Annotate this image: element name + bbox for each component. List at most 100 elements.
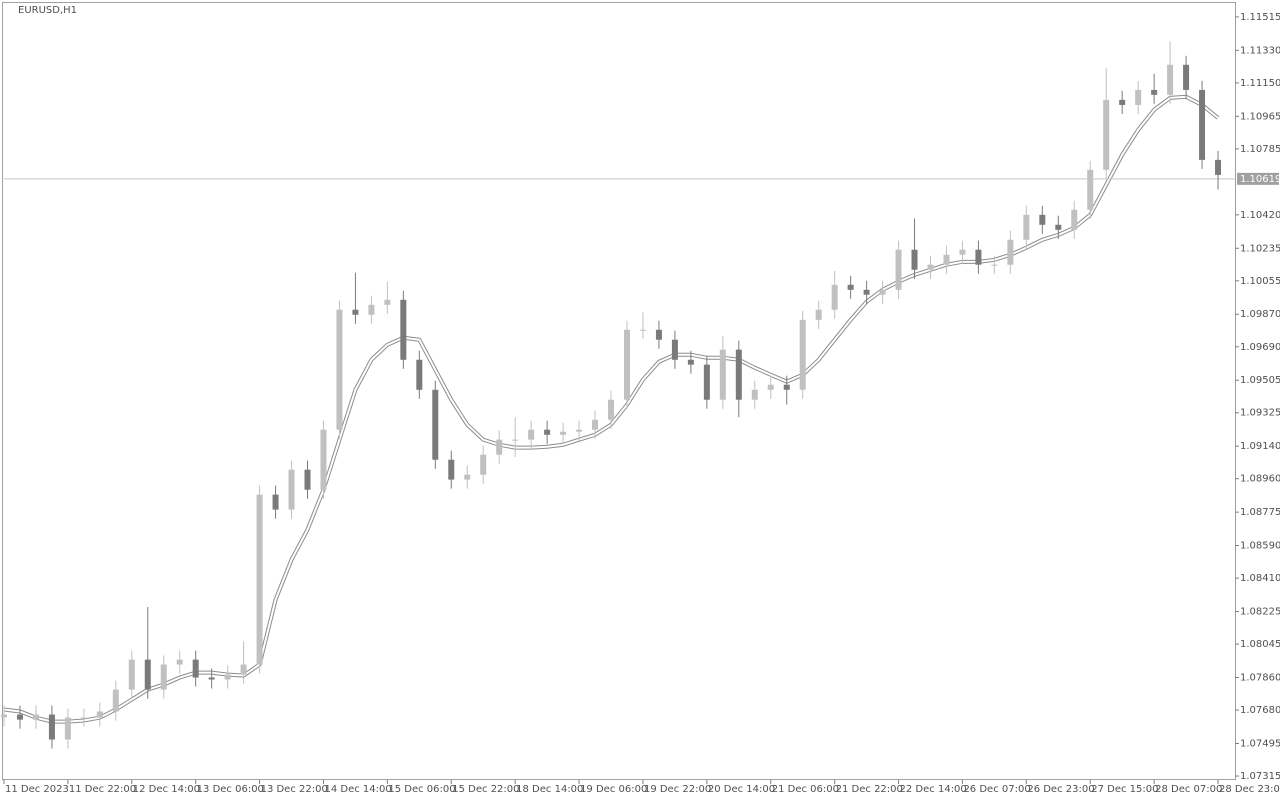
last-price-label: 1.10619 [1240, 174, 1280, 185]
candle-body [608, 399, 615, 420]
candle-body [288, 469, 295, 510]
plot-frame [2, 2, 1236, 780]
candle-body [703, 364, 710, 400]
candle-body [831, 284, 838, 310]
x-tick-label: 28 Dec 23:00 [1219, 784, 1280, 795]
candle-body [767, 384, 774, 390]
candle-body [432, 389, 439, 460]
candle-body [512, 439, 519, 441]
x-tick-label: 18 Dec 14:00 [516, 784, 583, 795]
candle-body [1167, 64, 1174, 95]
candle-body [272, 494, 279, 510]
candle-body [1055, 224, 1062, 230]
x-tick-label: 22 Dec 14:00 [900, 784, 967, 795]
candle-body [256, 494, 263, 665]
candle-body [304, 469, 311, 490]
x-tick-label: 19 Dec 22:00 [644, 784, 711, 795]
x-tick-label: 15 Dec 22:00 [452, 784, 519, 795]
candle-body [352, 309, 359, 315]
x-tick-label: 11 Dec 2023 [5, 784, 69, 795]
y-tick-label: 1.09870 [1240, 309, 1280, 320]
candle-body [847, 284, 854, 290]
candle-body [592, 419, 599, 430]
candle-body [128, 659, 135, 690]
candle-body [544, 429, 551, 435]
candle-body [1215, 159, 1222, 175]
candle-body [751, 389, 758, 400]
x-tick-label: 13 Dec 06:00 [197, 784, 264, 795]
y-tick-label: 1.11150 [1240, 78, 1280, 89]
candle-body [464, 474, 471, 480]
candle-body [0, 714, 7, 718]
y-tick-label: 1.09690 [1240, 342, 1280, 353]
candle-body [64, 717, 71, 740]
candle-body [480, 454, 487, 475]
candle-body [783, 384, 790, 390]
y-tick-label: 1.07315 [1240, 771, 1280, 782]
candle-body [687, 359, 694, 365]
candle-body [943, 254, 950, 265]
x-tick-label: 26 Dec 23:00 [1027, 784, 1094, 795]
candle-body [911, 249, 918, 270]
candle-body [1023, 214, 1030, 240]
y-tick-label: 1.08045 [1240, 639, 1280, 650]
candle-body [1087, 169, 1094, 210]
y-tick-label: 1.10965 [1240, 111, 1280, 122]
x-tick-label: 21 Dec 06:00 [772, 784, 839, 795]
candle-body [1039, 214, 1046, 225]
candle-body [48, 714, 55, 740]
candle-body [176, 659, 183, 665]
candle-body [927, 264, 934, 270]
candle-body [799, 319, 806, 390]
candle-body [655, 329, 662, 340]
y-tick-label: 1.10785 [1240, 144, 1280, 155]
candle-body [991, 264, 998, 266]
y-tick-label: 1.09325 [1240, 408, 1280, 419]
candle-body [735, 349, 742, 400]
y-tick-label: 1.08590 [1240, 541, 1280, 552]
candle-body [384, 299, 391, 305]
candle-body [1151, 89, 1158, 95]
y-tick-label: 1.08410 [1240, 573, 1280, 584]
x-tick-label: 13 Dec 22:00 [261, 784, 328, 795]
y-tick-label: 1.11515 [1240, 12, 1280, 23]
candle-body [975, 249, 982, 265]
y-tick-label: 1.08225 [1240, 607, 1280, 618]
y-tick-label: 1.09140 [1240, 441, 1280, 452]
candle-body [959, 249, 966, 255]
y-tick-label: 1.07495 [1240, 738, 1280, 749]
x-tick-label: 28 Dec 07:00 [1155, 784, 1222, 795]
y-tick-label: 1.08960 [1240, 474, 1280, 485]
x-tick-label: 26 Dec 07:00 [963, 784, 1030, 795]
candle-body [144, 659, 151, 690]
candle-body [528, 429, 535, 440]
candle-body [1199, 89, 1206, 160]
x-tick-label: 15 Dec 06:00 [388, 784, 455, 795]
candle-body [815, 309, 822, 320]
candle-body [224, 674, 231, 680]
candle-body [320, 429, 327, 490]
candle-body [895, 249, 902, 290]
candle-body [1119, 99, 1126, 105]
y-tick-label: 1.10420 [1240, 210, 1280, 221]
x-tick-label: 19 Dec 06:00 [580, 784, 647, 795]
y-tick-label: 1.10235 [1240, 243, 1280, 254]
candle-body [879, 289, 886, 295]
candle-body [1103, 99, 1110, 170]
candle-body [560, 431, 567, 435]
chart-title: EURUSD,H1 [18, 5, 77, 16]
x-tick-label: 12 Dec 14:00 [133, 784, 200, 795]
candle-body [1071, 209, 1078, 230]
candle-body [160, 664, 167, 690]
y-tick-label: 1.07680 [1240, 705, 1280, 716]
candle-body [496, 439, 503, 455]
candle-body [1007, 239, 1014, 265]
candle-body [336, 309, 343, 430]
y-tick-label: 1.10055 [1240, 276, 1280, 287]
x-tick-label: 14 Dec 14:00 [324, 784, 391, 795]
x-tick-label: 27 Dec 15:00 [1091, 784, 1158, 795]
candle-body [112, 689, 119, 712]
candle-body [32, 714, 39, 720]
